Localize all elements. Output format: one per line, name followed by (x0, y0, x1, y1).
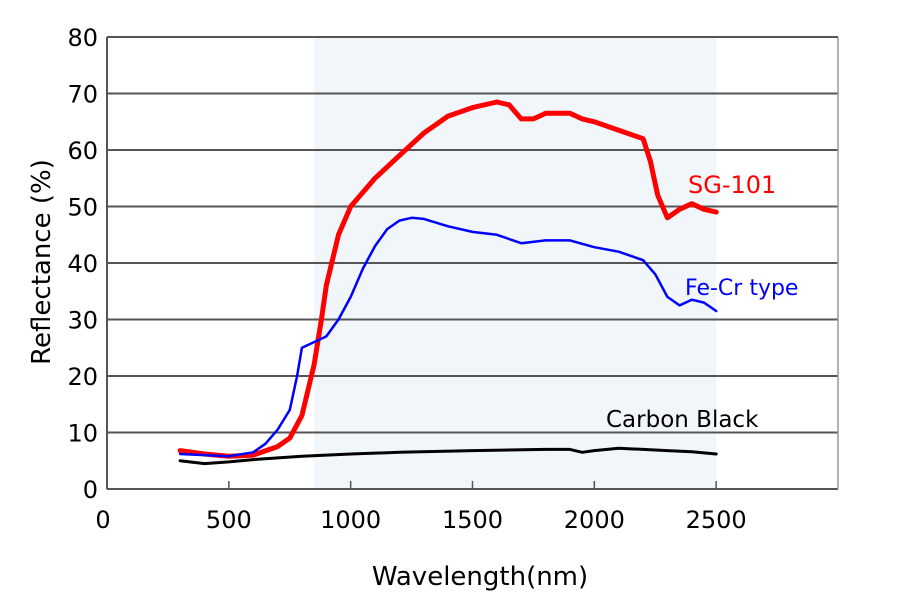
y-tick-label: 70 (67, 81, 98, 109)
series-label-carbon-black: Carbon Black (606, 407, 759, 433)
series-line-fe-cr-type (178, 216, 718, 458)
y-tick-label: 20 (67, 363, 98, 391)
y-tick-label: 30 (67, 307, 98, 335)
series-line-sg-101 (177, 99, 719, 459)
y-tick-label: 80 (67, 24, 98, 52)
y-tick-label: 40 (67, 250, 98, 278)
y-tick-label: 50 (67, 194, 98, 222)
x-tick-label: 2000 (564, 506, 625, 534)
series-label-fecr: Fe-Cr type (685, 276, 798, 301)
x-tick-label: 0 (95, 506, 110, 534)
x-tick-label: 1000 (320, 506, 381, 534)
y-axis-label: Reflectance (%) (27, 159, 57, 365)
axes (106, 36, 839, 490)
series-line-carbon-black (178, 446, 718, 466)
y-tick-labels: 0 10 20 30 40 50 60 70 80 (67, 24, 98, 504)
series-lines (177, 99, 719, 466)
x-tick-label: 1500 (442, 506, 503, 534)
x-tick-label: 2500 (686, 506, 747, 534)
x-tick-label: 500 (206, 506, 252, 534)
y-tick-label: 60 (67, 137, 98, 165)
y-tick-label: 10 (67, 420, 98, 448)
x-tick-labels: 0 500 1000 1500 2000 2500 (95, 506, 746, 534)
x-axis-label: Wavelength(nm) (372, 562, 588, 592)
y-tick-label: 0 (83, 476, 98, 504)
series-label-sg101: SG-101 (688, 171, 776, 199)
